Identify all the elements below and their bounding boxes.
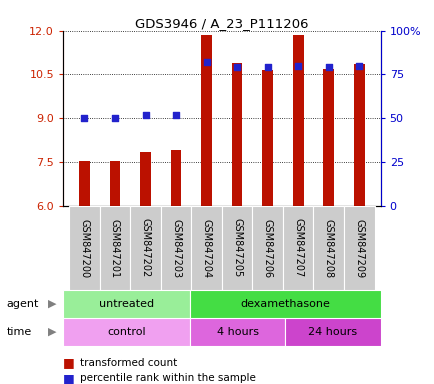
Text: GSM847209: GSM847209 [353, 218, 363, 278]
Text: ▶: ▶ [48, 327, 56, 337]
Text: percentile rank within the sample: percentile rank within the sample [80, 373, 256, 383]
Text: GSM847202: GSM847202 [140, 218, 150, 278]
Point [203, 59, 210, 65]
Title: GDS3946 / A_23_P111206: GDS3946 / A_23_P111206 [135, 17, 308, 30]
Point [81, 115, 88, 121]
Text: 4 hours: 4 hours [216, 327, 258, 337]
Bar [190, 318, 285, 346]
Bar [282, 206, 313, 290]
Bar [170, 151, 181, 206]
Point [294, 63, 301, 69]
Bar [292, 35, 303, 206]
Text: GSM847206: GSM847206 [262, 218, 272, 278]
Text: GSM847205: GSM847205 [232, 218, 242, 278]
Bar [285, 318, 380, 346]
Text: GSM847207: GSM847207 [293, 218, 302, 278]
Text: ■: ■ [63, 356, 75, 369]
Point [111, 115, 118, 121]
Text: 24 hours: 24 hours [308, 327, 357, 337]
Bar [69, 206, 99, 290]
Bar [130, 206, 161, 290]
Point [325, 65, 332, 71]
Text: GSM847203: GSM847203 [171, 218, 181, 278]
Bar [140, 152, 151, 206]
Bar [231, 63, 242, 206]
Text: GSM847204: GSM847204 [201, 218, 211, 278]
Bar [201, 35, 211, 206]
Bar [221, 206, 252, 290]
Bar [191, 206, 221, 290]
Bar [343, 206, 374, 290]
Bar [262, 70, 273, 206]
Bar [63, 318, 190, 346]
Bar [99, 206, 130, 290]
Bar [161, 206, 191, 290]
Bar [322, 69, 333, 206]
Point [263, 65, 270, 71]
Text: dexamethasone: dexamethasone [240, 299, 329, 309]
Text: GSM847200: GSM847200 [79, 218, 89, 278]
Text: ■: ■ [63, 372, 75, 384]
Text: agent: agent [7, 299, 39, 309]
Text: control: control [107, 327, 145, 337]
Point [172, 112, 179, 118]
Point [355, 63, 362, 69]
Bar [190, 290, 380, 318]
Point [233, 65, 240, 71]
Bar [353, 64, 364, 206]
Text: time: time [7, 327, 32, 337]
Bar [313, 206, 343, 290]
Point [142, 112, 149, 118]
Bar [79, 161, 89, 206]
Bar [109, 161, 120, 206]
Text: GSM847208: GSM847208 [323, 218, 333, 278]
Text: transformed count: transformed count [80, 358, 178, 368]
Text: ▶: ▶ [48, 299, 56, 309]
Bar [252, 206, 282, 290]
Text: untreated: untreated [99, 299, 154, 309]
Bar [63, 290, 190, 318]
Text: GSM847201: GSM847201 [110, 218, 120, 278]
